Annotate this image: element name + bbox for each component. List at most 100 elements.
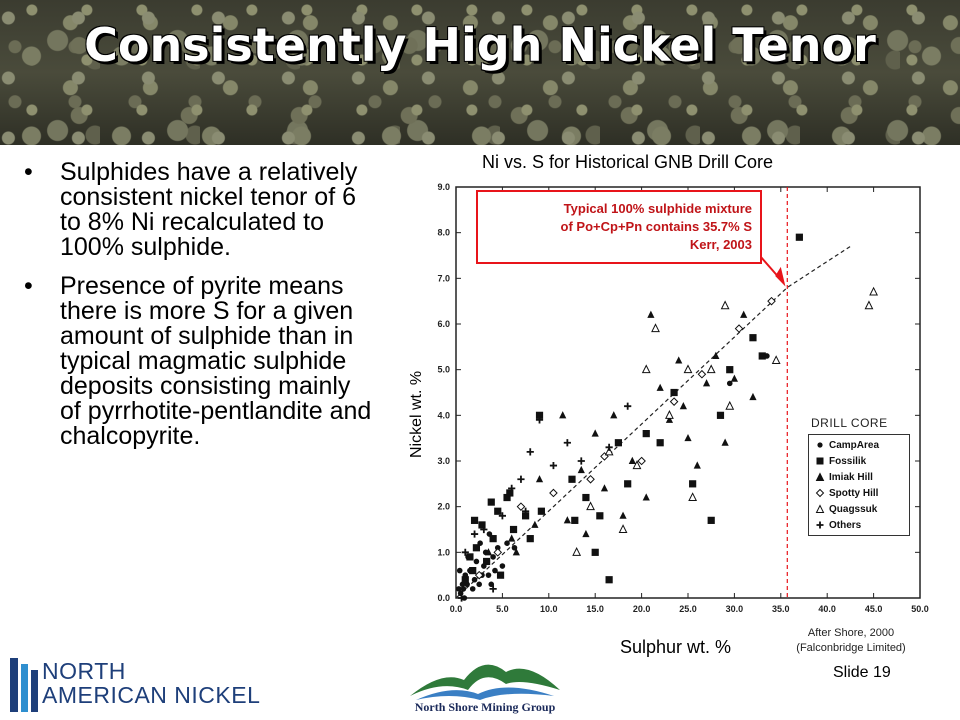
data-point-others xyxy=(605,443,613,451)
data-point-quagssuk xyxy=(572,547,582,556)
data-point-imiak-hill xyxy=(531,520,539,528)
legend: CampArea Fossilik Imiak Hill Spotty Hill Qua… xyxy=(808,434,910,536)
data-point-fossilik xyxy=(494,507,502,515)
data-point-spotty-hill xyxy=(516,502,526,511)
data-point-spotty-hill xyxy=(637,456,646,466)
data-point-spotty-hill xyxy=(474,570,484,580)
bullet-dot-icon: • xyxy=(24,158,33,186)
data-point-quagssuk xyxy=(864,300,874,310)
data-point-imiak-hill xyxy=(675,356,683,364)
data-point-camparea xyxy=(473,558,480,565)
data-point-imiak-hill xyxy=(679,402,687,410)
data-point-fossilik xyxy=(496,571,505,579)
legend-item: Fossilik xyxy=(815,453,909,469)
x-tick-label: 35.0 xyxy=(772,604,790,614)
data-point-fossilik xyxy=(726,366,734,374)
data-point-fossilik xyxy=(749,334,757,342)
data-point-others xyxy=(461,548,469,556)
legend-marker-icon xyxy=(815,472,825,481)
data-point-fossilik xyxy=(466,553,474,561)
y-tick-label: 1.0 xyxy=(437,547,450,557)
bullet-list: • Sulphides have a relatively consistent … xyxy=(22,160,372,463)
data-point-imiak-hill xyxy=(512,548,520,556)
data-point-others xyxy=(577,457,585,465)
bullet-item: • Sulphides have a relatively consistent … xyxy=(22,160,372,260)
data-point-camparea xyxy=(460,586,467,592)
legend-label: Others xyxy=(829,519,862,531)
slide-title: Consistently High Nickel Tenor xyxy=(84,18,876,72)
data-point-fossilik xyxy=(522,512,530,520)
y-tick-label: 2.0 xyxy=(437,502,450,512)
y-tick-label: 5.0 xyxy=(437,365,450,375)
data-point-imiak-hill xyxy=(656,383,664,391)
y-axis-label: Nickel wt. % xyxy=(408,370,425,458)
data-point-imiak-hill xyxy=(582,529,590,538)
data-point-fossilik xyxy=(656,439,664,447)
y-tick-label: 9.0 xyxy=(437,182,450,192)
data-point-imiak-hill xyxy=(619,511,627,519)
data-point-others xyxy=(563,439,571,447)
data-point-spotty-hill xyxy=(767,296,776,306)
nan-logo-text: NORTH AMERICAN NICKEL xyxy=(42,659,260,707)
legend-marker-icon xyxy=(816,457,824,465)
x-tick-label: 10.0 xyxy=(540,604,558,614)
data-point-spotty-hill xyxy=(669,397,679,406)
annotation-line: of Po+Cp+Pn contains 35.7% S xyxy=(560,219,752,234)
nsmg-logo-text: North Shore Mining Group xyxy=(414,700,556,714)
data-point-imiak-hill xyxy=(693,461,701,469)
nan-logo-line: AMERICAN NICKEL xyxy=(42,682,261,708)
data-point-imiak-hill xyxy=(600,484,609,492)
data-point-others xyxy=(480,525,488,534)
data-point-fossilik xyxy=(591,548,599,556)
annotation-line: Typical 100% sulphide mixture xyxy=(563,201,752,216)
data-point-others xyxy=(508,484,516,492)
data-point-others xyxy=(526,448,534,456)
legend-label: Fossilik xyxy=(829,455,867,467)
legend-item: Quagssuk xyxy=(815,501,909,517)
data-point-fossilik xyxy=(642,430,650,438)
data-point-fossilik xyxy=(472,544,481,552)
data-point-fossilik xyxy=(526,535,534,543)
data-point-imiak-hill xyxy=(702,379,711,387)
data-point-others xyxy=(457,594,466,602)
trend-line xyxy=(455,245,851,599)
data-point-fossilik xyxy=(689,480,697,488)
data-point-imiak-hill xyxy=(647,310,655,318)
data-point-fossilik xyxy=(707,516,715,524)
data-point-fossilik xyxy=(795,233,803,241)
data-point-quagssuk xyxy=(869,286,879,296)
data-point-fossilik xyxy=(571,516,579,524)
data-point-others xyxy=(549,461,558,470)
north-american-nickel-logo-icon xyxy=(10,658,38,712)
data-point-imiak-hill xyxy=(535,475,544,483)
data-point-others xyxy=(470,530,479,538)
legend-label: Quagssuk xyxy=(829,503,878,515)
legend-marker-icon xyxy=(815,504,825,513)
data-point-spotty-hill xyxy=(493,548,503,557)
data-point-imiak-hill xyxy=(508,534,516,542)
x-tick-label: 15.0 xyxy=(586,604,604,614)
data-point-imiak-hill xyxy=(559,411,567,419)
legend-item: CampArea xyxy=(815,437,909,453)
data-point-fossilik xyxy=(489,535,497,543)
north-shore-mining-logo-icon xyxy=(410,664,560,700)
data-point-imiak-hill xyxy=(610,411,618,419)
data-point-fossilik xyxy=(461,576,469,584)
legend-label: CampArea xyxy=(829,439,880,451)
data-point-quagssuk xyxy=(651,323,660,333)
data-point-imiak-hill xyxy=(591,429,599,437)
data-point-others xyxy=(624,402,632,410)
data-point-others xyxy=(498,512,506,520)
data-point-fossilik xyxy=(605,576,613,584)
data-point-fossilik xyxy=(568,475,576,483)
y-tick-label: 3.0 xyxy=(437,456,450,466)
data-point-fossilik xyxy=(483,557,491,566)
data-point-camparea xyxy=(476,581,482,588)
legend-title: DRILL CORE xyxy=(811,416,888,430)
data-point-spotty-hill xyxy=(549,488,558,498)
data-point-camparea xyxy=(492,567,498,574)
data-point-fossilik xyxy=(503,493,511,502)
data-point-camparea xyxy=(485,572,492,578)
data-point-camparea xyxy=(471,576,478,583)
data-point-spotty-hill xyxy=(586,474,595,484)
